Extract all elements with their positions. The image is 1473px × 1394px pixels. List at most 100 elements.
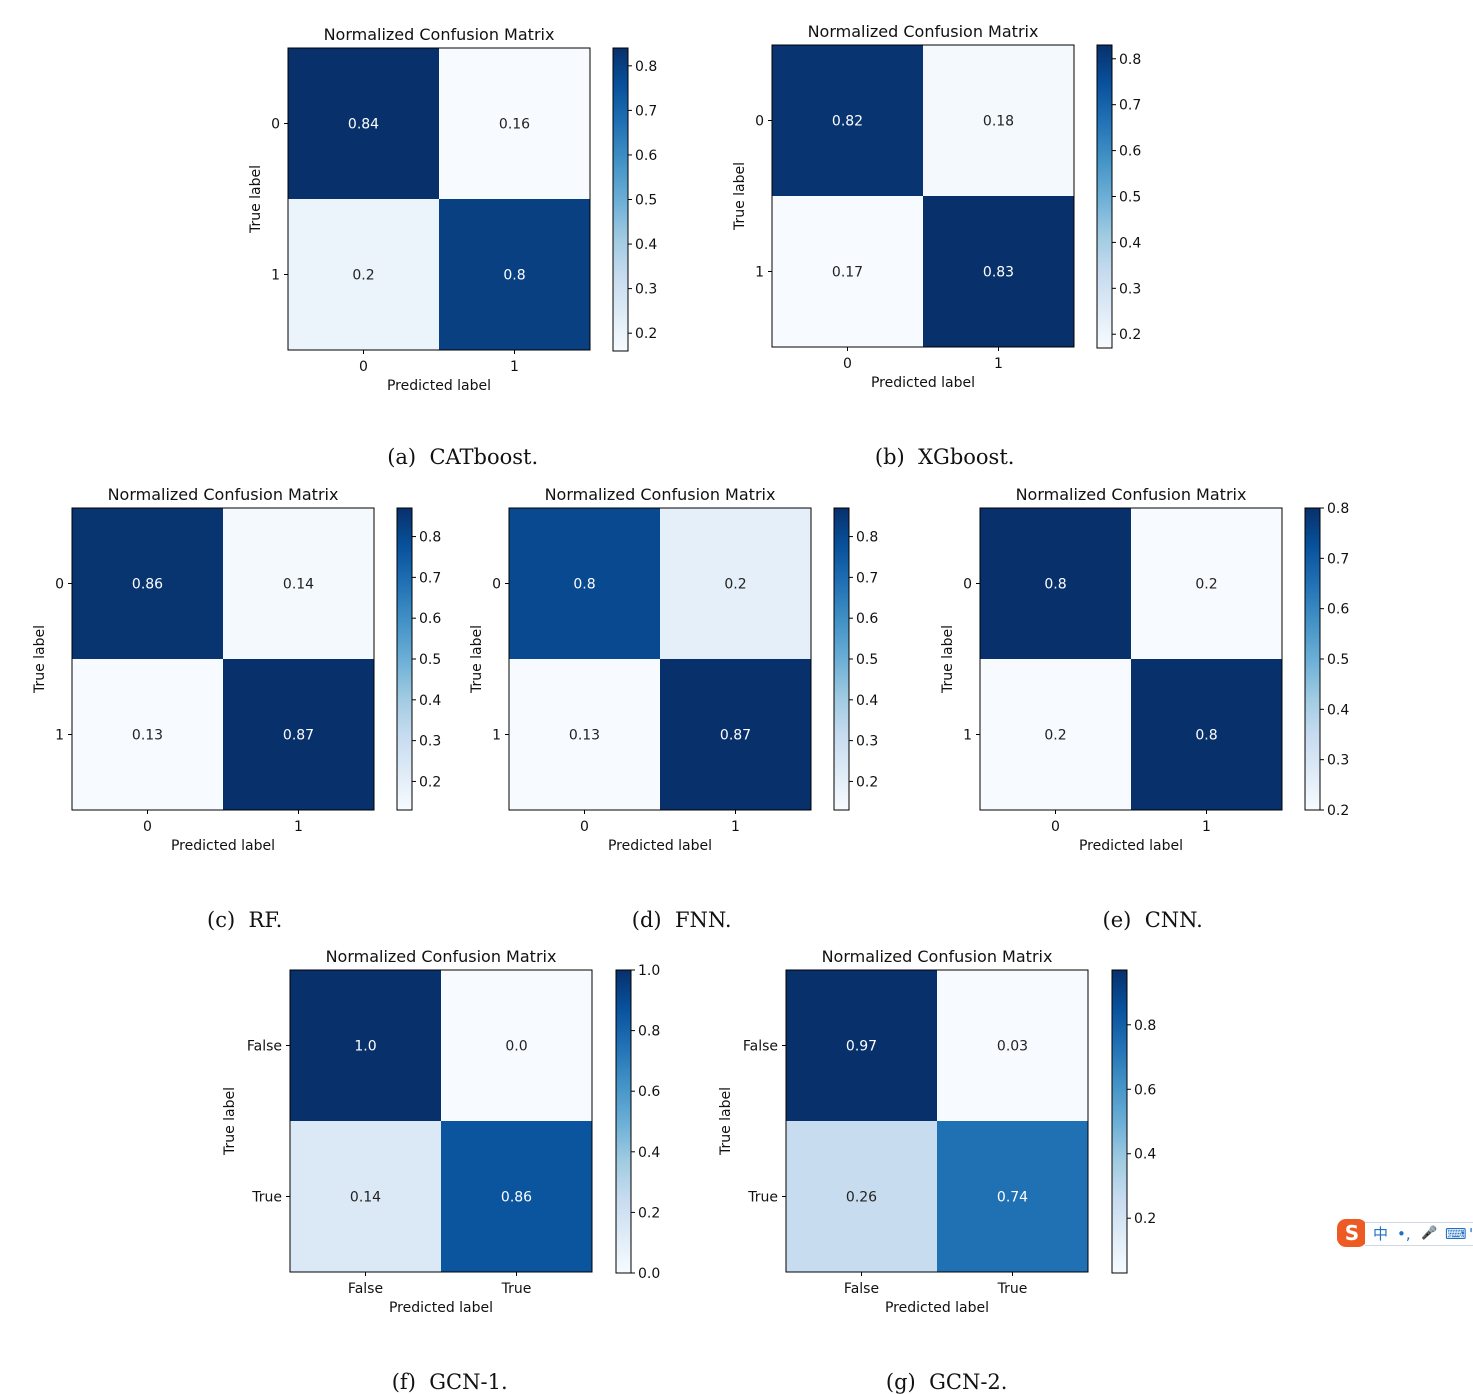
cell-value-label: 0.2 [1044, 728, 1066, 744]
matrix-cell [439, 48, 590, 199]
x-tick-label: 1 [294, 819, 303, 835]
colorbar-tick-label: 0.7 [419, 570, 441, 586]
matrix-cell [980, 659, 1131, 810]
y-tick-label: False [247, 1039, 282, 1055]
confusion-matrix-b: Normalized Confusion Matrix 0.82 0.18 0.17 0… [732, 22, 1141, 391]
y-tick-label: 1 [271, 268, 280, 284]
y-tick-label: 1 [755, 265, 764, 281]
matrix-cell [660, 508, 811, 659]
cell-value-label: 0.17 [832, 265, 863, 281]
y-axis-label: True label [32, 625, 48, 694]
colorbar-tick-label: 0.4 [1327, 702, 1349, 718]
x-tick-label: 0 [359, 359, 368, 375]
matrix-cell [937, 970, 1088, 1121]
ime-microphone-icon[interactable]: 🎤 [1421, 1226, 1438, 1241]
colorbar-tick-label: 0.8 [638, 1024, 660, 1040]
cell-value-label: 1.0 [354, 1039, 376, 1055]
cell-value-label: 0.87 [283, 728, 314, 744]
confusion-matrix-a: Normalized Confusion Matrix 0.84 0.16 0.2 0.… [248, 25, 657, 394]
matrix-cell [290, 1121, 441, 1272]
colorbar-tick-label: 0.5 [856, 652, 878, 668]
cell-value-label: 0.26 [846, 1190, 877, 1206]
caption-g: (g) GCN-2. [885, 1370, 1008, 1394]
ime-more-icon[interactable]: ' [1469, 1225, 1473, 1243]
matrix-cell [1131, 508, 1282, 659]
colorbar-tick-label: 0.5 [1119, 190, 1141, 206]
cell-value-label: 0.97 [846, 1039, 877, 1055]
colorbar-tick-label: 0.2 [1327, 803, 1349, 819]
matrix-cell [772, 196, 923, 347]
colorbar-tick-label: 0.3 [635, 282, 657, 298]
cell-value-label: 0.03 [997, 1039, 1028, 1055]
chart-title: Normalized Confusion Matrix [1016, 485, 1247, 504]
colorbar-tick-label: 0.3 [1119, 281, 1141, 297]
y-tick-label: 0 [963, 577, 972, 593]
confusion-matrix-f: Normalized Confusion Matrix 1.0 0.0 0.14 0.8… [222, 947, 660, 1316]
cell-value-label: 0.84 [348, 117, 379, 133]
colorbar-tick-label: 0.5 [635, 193, 657, 209]
matrix-cell [980, 508, 1131, 659]
x-tick-label: 1 [994, 356, 1003, 372]
colorbar-tick-label: 0.2 [638, 1205, 660, 1221]
colorbar-tick-label: 0.8 [1327, 501, 1349, 517]
x-tick-label: 1 [510, 359, 519, 375]
cell-value-label: 0.74 [997, 1190, 1028, 1206]
x-tick-label: 0 [143, 819, 152, 835]
cell-value-label: 0.14 [350, 1190, 381, 1206]
x-axis-label: Predicted label [389, 1300, 493, 1316]
colorbar [1096, 44, 1113, 349]
matrix-cell [660, 659, 811, 810]
y-tick-label: 0 [271, 117, 280, 133]
colorbar-tick-label: 0.6 [635, 148, 657, 164]
colorbar-tick-label: 0.8 [856, 530, 878, 546]
x-tick-label: 0 [1051, 819, 1060, 835]
y-tick-label: 0 [492, 577, 501, 593]
cell-value-label: 0.87 [720, 728, 751, 744]
cell-value-label: 0.2 [724, 577, 746, 593]
colorbar-tick-label: 0.2 [1134, 1211, 1156, 1227]
x-tick-label: 0 [843, 356, 852, 372]
colorbar-tick-label: 0.6 [1134, 1082, 1156, 1098]
matrix-cell [772, 45, 923, 196]
matrix-cell [1131, 659, 1282, 810]
ime-toolbar[interactable]: S 中 •, 🎤 ⌨ ' [1337, 1219, 1473, 1247]
chart-title: Normalized Confusion Matrix [324, 25, 555, 44]
colorbar-tick-label: 0.4 [856, 693, 878, 709]
caption-d: (d) FNN. [631, 908, 732, 932]
colorbar [612, 47, 629, 352]
confusion-matrix-d: Normalized Confusion Matrix 0.8 0.2 0.13 0.8… [469, 485, 878, 854]
colorbar-tick-label: 0.6 [1119, 144, 1141, 160]
x-tick-label: False [348, 1281, 383, 1297]
colorbar-tick-label: 0.7 [1119, 98, 1141, 114]
confusion-matrix-c: Normalized Confusion Matrix 0.86 0.14 0.13 0… [32, 485, 441, 854]
y-tick-label: 1 [492, 728, 501, 744]
colorbar [833, 507, 850, 811]
ime-logo-icon[interactable]: S [1337, 1219, 1367, 1247]
plot-frame [287, 47, 591, 351]
matrix-cell [923, 196, 1074, 347]
chart-title: Normalized Confusion Matrix [108, 485, 339, 504]
colorbar-tick-label: 0.8 [1134, 1018, 1156, 1034]
cell-value-label: 0.82 [832, 114, 863, 130]
ime-punctuation-toggle[interactable]: •, [1397, 1225, 1411, 1243]
confusion-matrix-e: Normalized Confusion Matrix 0.8 0.2 0.2 0.8 0… [940, 485, 1349, 854]
colorbar-tick-label: 0.8 [1119, 52, 1141, 68]
cell-value-label: 0.14 [283, 577, 314, 593]
plot-frame [979, 507, 1283, 811]
colorbar-tick-label: 0.2 [635, 326, 657, 342]
colorbar-tick-label: 0.3 [856, 734, 878, 750]
ime-language-toggle[interactable]: 中 [1373, 1225, 1389, 1243]
colorbar-tick-label: 0.3 [1327, 753, 1349, 769]
ime-keyboard-icon[interactable]: ⌨ [1445, 1225, 1467, 1243]
cell-value-label: 0.13 [132, 728, 163, 744]
y-axis-label: True label [469, 625, 485, 694]
x-tick-label: 0 [580, 819, 589, 835]
colorbar-tick-label: 0.5 [1327, 652, 1349, 668]
y-tick-label: False [743, 1039, 778, 1055]
matrix-cell [923, 45, 1074, 196]
y-tick-label: 0 [55, 577, 64, 593]
y-tick-label: True [251, 1190, 282, 1206]
matrix-cell [223, 508, 374, 659]
caption-a: (a) CATboost. [387, 445, 539, 469]
cell-value-label: 0.83 [983, 265, 1014, 281]
